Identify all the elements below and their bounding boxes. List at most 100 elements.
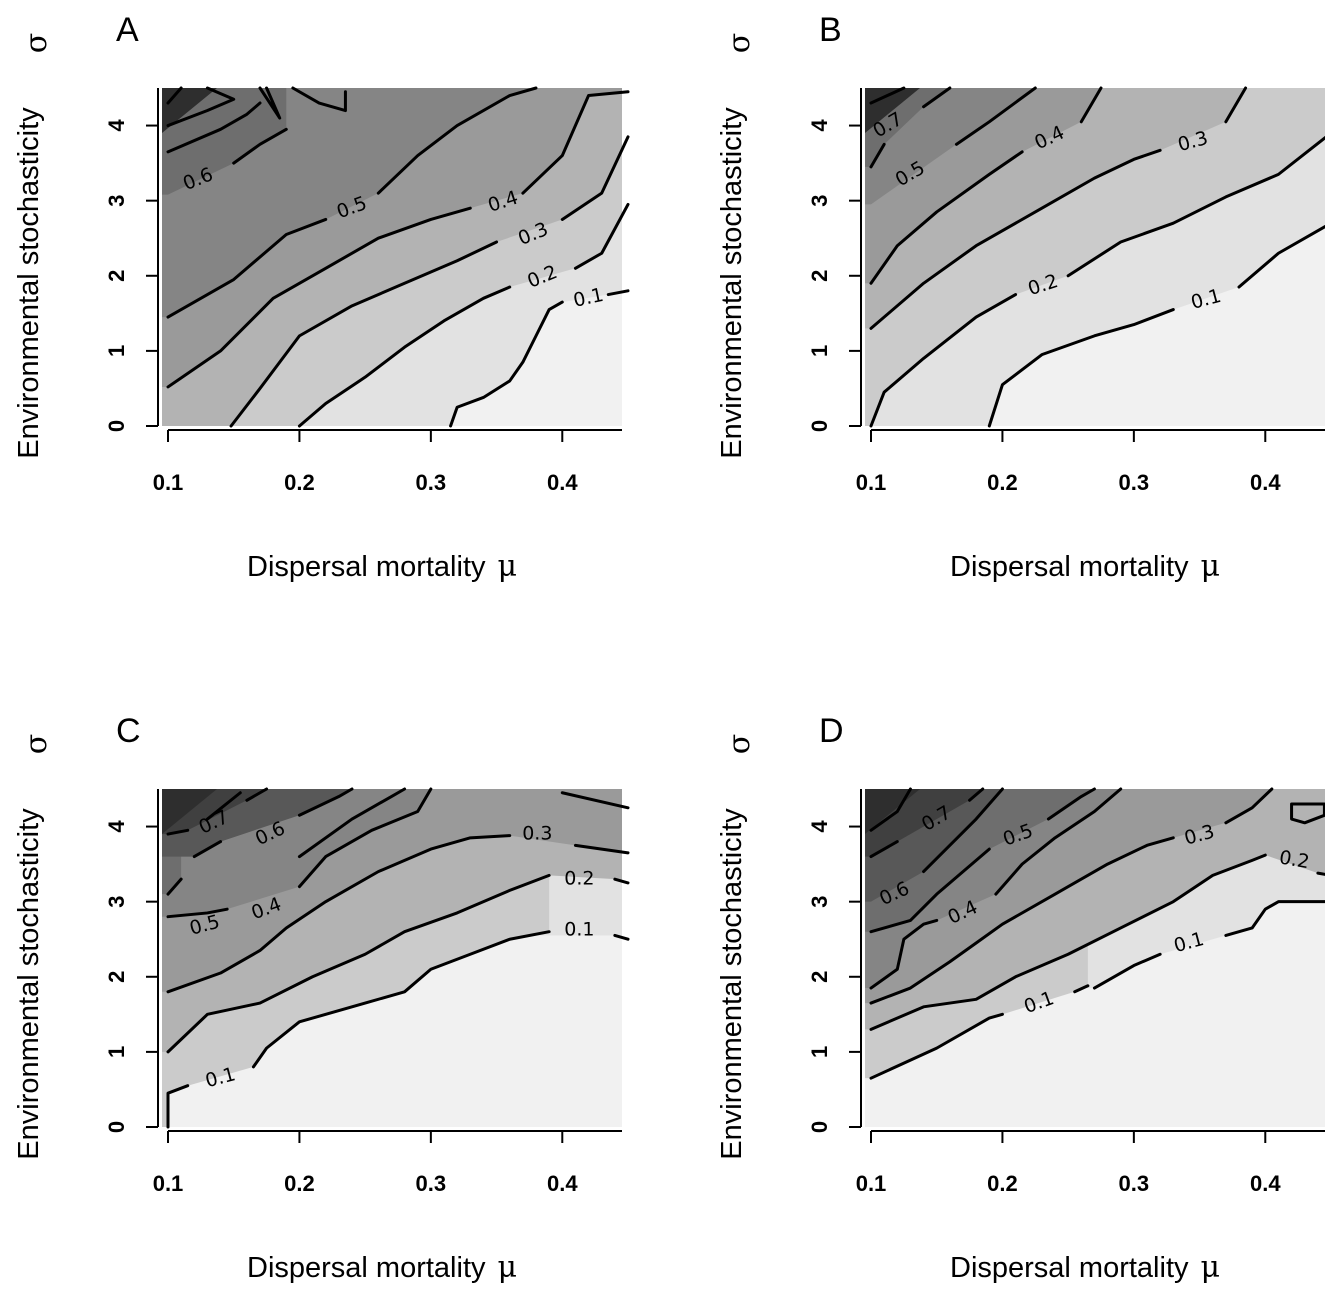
contour-line — [245, 787, 269, 802]
contour-line — [869, 1012, 1004, 1080]
contour-line — [291, 86, 347, 113]
axes: 0.1 0.2 0.3 0.4 0 1 2 3 4 — [104, 88, 622, 495]
heatmap-corner — [162, 789, 217, 834]
y-tick-label: 4 — [104, 820, 129, 833]
contour-line — [376, 86, 538, 195]
panel-A: 0.10.20.30.40.50.60.1 0.2 0.3 0.401234ADisp… — [13, 11, 630, 584]
contour-line — [1290, 802, 1325, 825]
heatmap-field — [865, 789, 1325, 1127]
contour-line — [1224, 86, 1248, 124]
x-tick-label: 0.4 — [547, 470, 578, 495]
contour-line — [1316, 871, 1325, 876]
contour-line — [166, 86, 236, 128]
contour-line — [968, 787, 985, 802]
contour-line — [613, 933, 630, 941]
contour-line — [869, 853, 1267, 1031]
contour-line — [573, 202, 630, 270]
contour-line — [521, 90, 630, 195]
x-tick-label: 0.3 — [416, 470, 447, 495]
contour-line — [613, 877, 630, 885]
contour-line — [606, 289, 630, 297]
x-tick-label: 0.2 — [987, 470, 1018, 495]
contour-line — [166, 101, 262, 154]
x-tick-label: 0.3 — [1119, 470, 1150, 495]
axes: 0.1 0.2 0.3 0.4 0 1 2 3 4 — [104, 789, 622, 1196]
contour-line — [166, 828, 190, 836]
contour-line — [297, 285, 512, 428]
contour-line — [205, 791, 242, 821]
contour-line — [166, 834, 512, 994]
y-axis-title-text: Environmental stochasticity — [716, 107, 748, 459]
axes: 0.1 0.2 0.3 0.4 0 1 2 3 4 — [807, 789, 1325, 1196]
contour-line — [258, 86, 282, 120]
contour-line — [560, 791, 630, 810]
y-axis-title: Environmental stochasticity — [13, 107, 45, 459]
contour-line — [987, 308, 1175, 428]
contour-line — [449, 300, 564, 428]
axes: 0.1 0.2 0.3 0.4 0 1 2 3 4 — [807, 88, 1325, 495]
y-tick-label: 0 — [104, 1121, 129, 1133]
y-axis-title: Environmental stochasticity — [716, 107, 748, 459]
contour-line — [251, 930, 551, 1069]
y-tick-label: 0 — [807, 1121, 832, 1133]
contour-line — [1046, 787, 1096, 821]
panel-D: 0.10.10.20.30.40.50.60.70.1 0.2 0.3 0.40123… — [716, 712, 1325, 1285]
panel-letter: C — [116, 712, 141, 750]
contour-line — [229, 240, 499, 428]
contour-line — [166, 877, 183, 896]
x-axis-title: Dispersal mortality μ — [950, 549, 1220, 584]
contour-line — [954, 86, 1037, 146]
y-tick-label: 1 — [807, 345, 832, 357]
x-tick-label: 0.1 — [153, 470, 184, 495]
x-tick-label: 0.4 — [547, 1171, 578, 1196]
x-tick-label: 0.2 — [284, 470, 315, 495]
x-tick-label: 0.2 — [284, 1171, 315, 1196]
x-tick-label: 0.4 — [1250, 1171, 1281, 1196]
contour-line — [1224, 787, 1274, 825]
x-tick-label: 0.3 — [416, 1171, 447, 1196]
contour-line — [869, 86, 906, 105]
contour-line — [232, 127, 288, 165]
y-tick-label: 3 — [104, 195, 129, 207]
y-axis-symbol: σ — [19, 33, 54, 53]
x-tick-label: 0.2 — [987, 1171, 1018, 1196]
x-axis-title-text: Dispersal mortality — [247, 551, 486, 583]
y-axis-symbol: σ — [19, 734, 54, 754]
heatmap-field — [162, 88, 622, 426]
x-axis-symbol: μ — [498, 549, 518, 584]
contour-line — [869, 840, 899, 859]
contour-line — [869, 847, 991, 934]
contour-line — [1237, 224, 1325, 289]
contour-line — [1066, 135, 1325, 278]
y-tick-label: 4 — [807, 119, 832, 132]
y-axis-title: Environmental stochasticity — [716, 808, 748, 1160]
contour-line — [869, 787, 912, 832]
contour-line — [869, 142, 886, 169]
contour-line — [869, 150, 1024, 285]
y-tick-label: 1 — [807, 1046, 832, 1058]
contour-line — [869, 293, 1018, 428]
y-axis-title-text: Environmental stochasticity — [13, 107, 45, 459]
y-axis-title-text: Environmental stochasticity — [716, 808, 748, 1160]
contour-label: 0.3 — [522, 823, 552, 845]
contour-line — [922, 787, 1004, 874]
heatmap-field — [865, 88, 1325, 426]
y-tick-label: 2 — [104, 971, 129, 983]
x-tick-label: 0.4 — [1250, 470, 1281, 495]
y-tick-label: 2 — [807, 270, 832, 282]
contour-label: 0.2 — [564, 868, 594, 890]
contour-line — [1073, 984, 1090, 994]
contour-line — [166, 206, 472, 389]
y-tick-label: 4 — [807, 820, 832, 833]
contour-line — [922, 86, 952, 109]
x-axis-title-text: Dispersal mortality — [247, 1252, 486, 1284]
y-tick-label: 3 — [104, 896, 129, 908]
y-tick-label: 1 — [104, 345, 129, 357]
x-axis-title-text: Dispersal mortality — [950, 551, 1189, 583]
y-tick-label: 1 — [104, 1046, 129, 1058]
contour-line — [1224, 900, 1325, 937]
contour-line — [1092, 952, 1162, 990]
x-axis-title: Dispersal mortality μ — [247, 549, 517, 584]
y-tick-label: 2 — [807, 971, 832, 983]
